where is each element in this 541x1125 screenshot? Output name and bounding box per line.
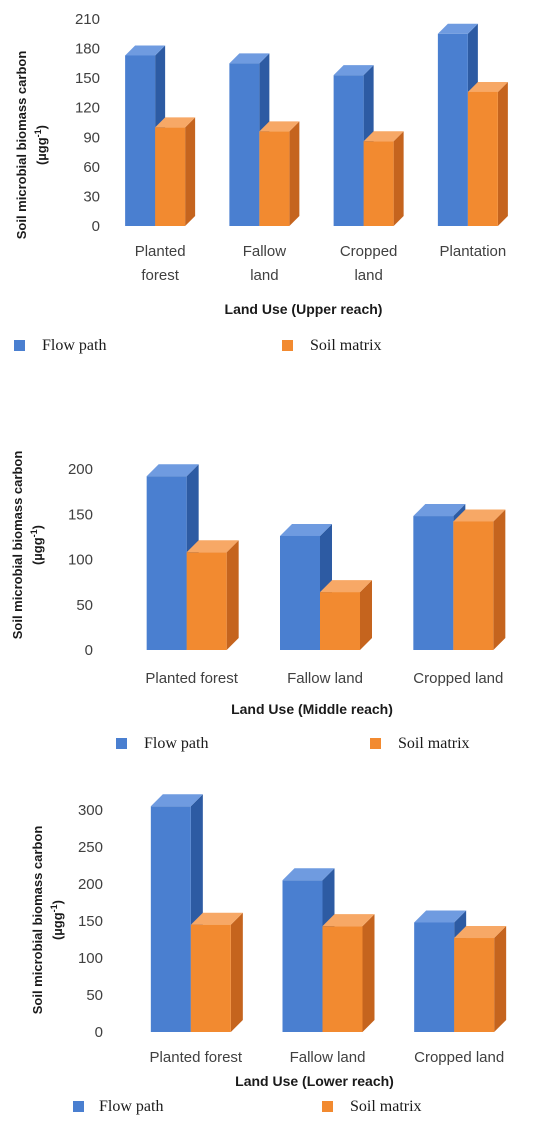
soil-matrix-bar [322, 914, 375, 1032]
y-tick-label: 0 [95, 1024, 103, 1041]
y-tick-label: 150 [78, 913, 103, 930]
legend-swatch [14, 340, 25, 351]
x-category-label: Fallow land [290, 1049, 366, 1066]
bars [150, 794, 507, 1032]
legend: Flow path Soil matrix [14, 337, 382, 354]
y-axis-unit-label: (µgg-1) [33, 125, 49, 165]
x-category-label: land [354, 267, 382, 284]
x-axis-label: Land Use (Lower reach) [235, 1073, 394, 1089]
legend-label: Flow path [42, 337, 106, 354]
legend-swatch [116, 738, 127, 749]
y-tick-label: 60 [83, 159, 100, 176]
legend: Flow path Soil matrix [73, 1098, 422, 1115]
y-axis-label: Soil microbial biomass carbon [30, 826, 45, 1015]
y-tick-label: 300 [78, 802, 103, 819]
y-tick-label: 0 [85, 642, 93, 659]
legend-label: Soil matrix [350, 1098, 422, 1115]
y-tick-label: 90 [83, 129, 100, 146]
legend-item-soil-matrix: Soil matrix [282, 337, 382, 354]
legend-label: Soil matrix [310, 337, 382, 354]
y-tick-label: 50 [86, 987, 103, 1004]
soil-matrix-bar [155, 117, 196, 226]
x-category-label: Fallow land [287, 670, 363, 687]
soil-matrix-bar [454, 926, 507, 1032]
y-axis-ticks: 0 50 100 150 200 250 300 [78, 802, 103, 1041]
y-axis-ticks: 0 30 60 90 120 150 180 210 [75, 11, 100, 235]
y-tick-label: 100 [78, 950, 103, 967]
y-tick-label: 30 [83, 188, 100, 205]
chart-middle-reach: 0 50 100 150 200 Planted forest Fallow land Cro… [10, 451, 506, 752]
legend-item-flow-path: Flow path [14, 337, 106, 354]
x-axis-label: Land Use (Upper reach) [225, 301, 383, 317]
y-tick-label: 250 [78, 839, 103, 856]
legend-label: Flow path [99, 1098, 163, 1115]
legend-item-flow-path: Flow path [116, 735, 208, 752]
y-axis-ticks: 0 50 100 150 200 [68, 461, 93, 659]
soil-matrix-bar [186, 540, 239, 650]
y-tick-label: 200 [68, 461, 93, 478]
x-category-label: forest [141, 267, 179, 284]
y-tick-label: 180 [75, 41, 100, 58]
soil-matrix-bar [320, 580, 372, 650]
x-axis-label: Land Use (Middle reach) [231, 701, 393, 717]
legend-item-flow-path: Flow path [73, 1098, 163, 1115]
y-tick-label: 200 [78, 876, 103, 893]
flow-path-bar [229, 53, 270, 226]
y-tick-label: 120 [75, 100, 100, 117]
bars [125, 23, 508, 227]
y-axis-label: Soil microbial biomass carbon [14, 51, 29, 240]
soil-matrix-bar [453, 509, 506, 650]
y-tick-label: 0 [92, 218, 100, 235]
x-category-label: Planted forest [145, 670, 238, 687]
x-category-label: Fallow [243, 243, 287, 260]
y-axis-label: Soil microbial biomass carbon [10, 451, 25, 640]
soil-matrix-bar [190, 912, 243, 1032]
x-category-label: Cropped land [414, 1049, 504, 1066]
chart-upper-reach: 0 30 60 90 120 150 180 210 Planted forest Fallow la… [14, 11, 508, 354]
x-category-label: Planted forest [150, 1049, 243, 1066]
soil-matrix-bar [467, 81, 508, 226]
x-category-label: Plantation [440, 243, 507, 260]
y-axis-unit-label: (µgg-1) [29, 525, 45, 565]
y-tick-label: 150 [75, 70, 100, 87]
y-tick-label: 50 [76, 597, 93, 614]
x-category-label: land [250, 267, 278, 284]
chart-lower-reach: 0 50 100 150 200 250 300 Planted forest Fallow l… [30, 794, 507, 1115]
legend-label: Soil matrix [398, 735, 470, 752]
legend-swatch [73, 1101, 84, 1112]
legend-swatch [282, 340, 293, 351]
bars [146, 464, 506, 650]
legend-item-soil-matrix: Soil matrix [370, 735, 470, 752]
x-category-label: Cropped land [413, 670, 503, 687]
legend-swatch [322, 1101, 333, 1112]
soil-matrix-bar [363, 131, 404, 226]
legend: Flow path Soil matrix [116, 735, 470, 752]
legend-label: Flow path [144, 735, 208, 752]
x-category-label: Cropped [340, 243, 398, 260]
y-tick-label: 100 [68, 552, 93, 569]
y-axis-unit-label: (µgg-1) [49, 900, 65, 940]
y-tick-label: 210 [75, 11, 100, 28]
legend-swatch [370, 738, 381, 749]
legend-item-soil-matrix: Soil matrix [322, 1098, 422, 1115]
x-category-label: Planted [135, 243, 186, 260]
soil-matrix-bar [259, 121, 300, 226]
y-tick-label: 150 [68, 506, 93, 523]
